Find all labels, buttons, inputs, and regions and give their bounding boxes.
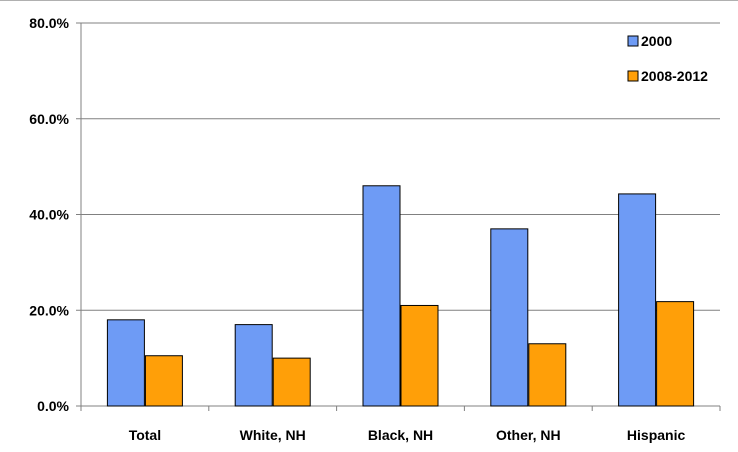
y-tick-label: 60.0% <box>29 111 69 127</box>
legend-swatch <box>627 35 639 47</box>
y-tick-label: 0.0% <box>37 398 69 414</box>
bars <box>106 185 695 407</box>
bar-total-2008-2012 <box>144 355 183 407</box>
x-tick-label: White, NH <box>240 427 306 443</box>
y-tick-label: 80.0% <box>29 15 69 31</box>
legend-label: 2000 <box>641 33 672 49</box>
x-tick-label: Other, NH <box>496 427 561 443</box>
y-tick-label: 40.0% <box>29 207 69 223</box>
bar-total-2000 <box>106 319 145 407</box>
bar-black-nh-2000 <box>362 185 401 407</box>
legend-label: 2008-2012 <box>641 68 708 84</box>
bar-white-nh-2008-2012 <box>272 357 311 407</box>
bar-hispanic-2000 <box>618 193 657 407</box>
bar-hispanic-2008-2012 <box>656 301 695 407</box>
x-tick-label: Hispanic <box>627 427 686 443</box>
y-tick-labels: 0.0% 20.0% 40.0% 60.0% 80.0% <box>29 15 69 414</box>
legend-swatch <box>627 70 639 82</box>
bar-other-nh-2008-2012 <box>528 343 567 407</box>
bar-other-nh-2000 <box>490 228 529 407</box>
x-tick-labels: Total White, NH Black, NH Other, NH Hispanic <box>129 427 686 443</box>
x-tick-label: Black, NH <box>368 427 433 443</box>
legend: 2000 2008-2012 <box>622 24 719 94</box>
y-tick-label: 20.0% <box>29 302 69 318</box>
bar-white-nh-2000 <box>234 324 273 407</box>
bar-black-nh-2008-2012 <box>400 304 439 407</box>
x-tick-label: Total <box>129 427 161 443</box>
